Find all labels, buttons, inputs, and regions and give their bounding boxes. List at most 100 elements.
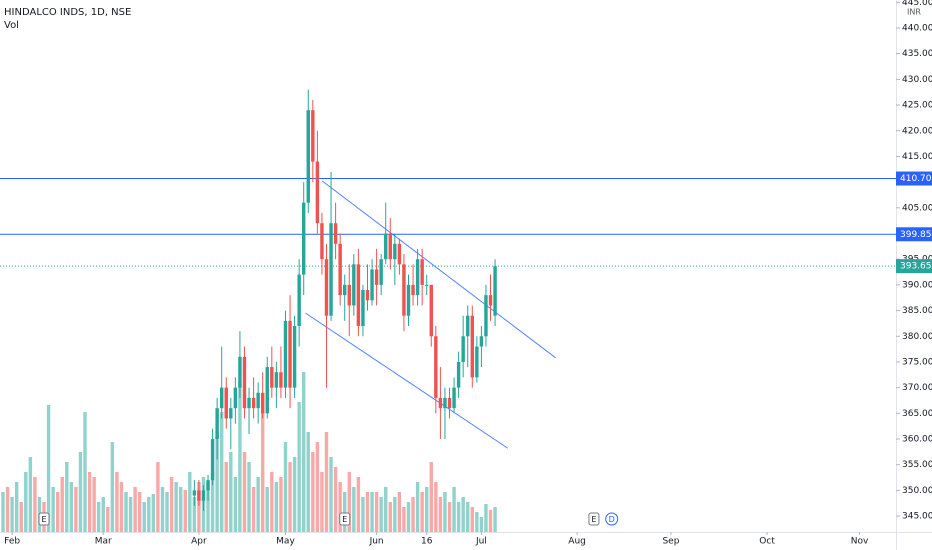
volume-bar [210,472,215,532]
volume-legend: Vol [4,20,19,31]
volume-bar [115,472,119,532]
candle-body [438,397,443,409]
volume-bar [265,487,269,532]
volume-bar [60,477,64,532]
y-tick-label: 350.00 [902,486,932,496]
volume-bar [297,402,301,532]
candle-body [270,367,274,388]
volume-bar [5,487,10,532]
candle-body [302,202,306,275]
candle-body [192,490,197,496]
y-tick-label: 370.00 [902,383,932,393]
volume-bar [306,432,310,532]
candle-body [233,387,238,409]
y-tick-label: 345.00 [902,512,932,522]
y-tick-label: 365.00 [902,409,932,419]
candle-body [292,325,297,388]
volume-bar [356,477,361,532]
volume-bar [74,487,78,532]
candle-body [470,315,474,378]
y-tick-label: 380.00 [902,332,932,342]
candle-body [247,397,251,409]
volume-bar [493,507,497,532]
candle-body [219,387,224,409]
candle-body [475,346,479,378]
event-label: E [41,515,46,524]
volume-bar [128,497,133,532]
candle-body [333,223,338,244]
volume-bar [388,502,392,532]
volume-bar [343,492,347,532]
candle-body [251,397,256,409]
volume-bar [443,492,447,532]
candle-body [452,387,456,409]
candle-body [434,336,438,398]
volume-bar [229,452,233,532]
last-price-label: 393.65 [900,262,932,272]
volume-bar [83,412,87,532]
candle-body [210,439,215,481]
currency-label: INR [907,8,921,17]
x-tick-label: Feb [4,537,20,547]
plot-area [0,89,896,532]
volume-bar [33,477,37,532]
volume-bar [365,492,370,532]
volume-bar [311,452,315,532]
volume-bar [475,512,479,532]
volume-bar [87,472,92,532]
volume-bar [347,472,351,532]
volume-bar [402,507,406,532]
candle-body [320,223,324,260]
volume-bar [106,507,110,532]
volume-bar [420,492,424,532]
volume-bar [324,432,329,532]
volume-bar [283,442,288,532]
candle-body [215,408,219,440]
candle-body [297,274,301,326]
volume-bar [279,477,283,532]
candle-body [224,387,228,419]
volume-bar [247,462,251,532]
candle-body [206,480,210,491]
volume-bar [178,487,183,532]
candle-body [361,290,365,326]
volume-bar [147,497,151,532]
volume-bar [461,497,465,532]
candle-body [288,320,292,388]
volume-bar [374,492,379,532]
price-label-box [896,227,932,242]
volume-bar [124,492,128,532]
volume-bar [452,487,456,532]
volume-bar [315,442,320,532]
volume-bar [429,462,433,532]
candle-body [406,284,411,316]
candle-body [402,264,406,316]
x-tick-label: 16 [421,537,433,547]
trendline [322,180,556,359]
volume-bar [238,382,242,532]
volume-bar [447,502,452,532]
candle-body [238,356,242,388]
x-tick-label: Mar [95,537,112,547]
volume-bar [119,482,124,532]
candle-body [379,259,383,285]
volume-bar [270,472,274,532]
candle-body [493,266,497,316]
price-label: 399.85 [900,230,932,240]
volume-bar [484,504,488,532]
volume-bar [320,472,324,532]
volume-bar [151,494,156,532]
y-tick-label: 355.00 [902,460,932,470]
volume-bar [384,487,388,532]
candle-body [343,284,347,296]
volume-bar [415,482,420,532]
event-label: E [591,515,596,524]
volume-bar [174,482,178,532]
volume-bar [393,497,397,532]
candle-body [447,397,452,409]
volume-bar [65,462,69,532]
volume-bar [69,482,74,532]
chart-title: HINDALCO INDS, 1D, NSE [4,7,131,18]
candle-body [466,315,470,337]
